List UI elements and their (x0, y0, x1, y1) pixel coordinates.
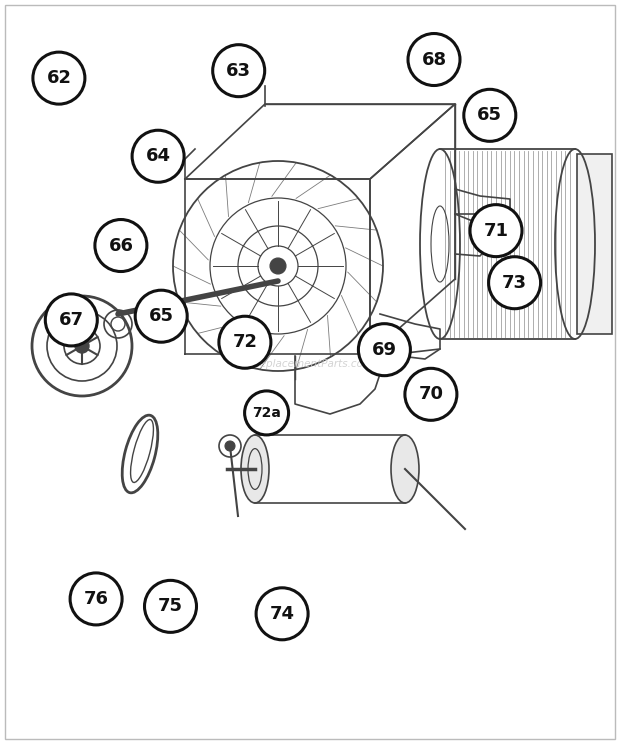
Text: 64: 64 (146, 147, 170, 165)
Circle shape (256, 588, 308, 640)
Circle shape (33, 52, 85, 104)
Text: 72: 72 (232, 333, 257, 351)
Circle shape (45, 294, 97, 346)
FancyBboxPatch shape (577, 154, 612, 334)
Ellipse shape (391, 435, 419, 503)
Circle shape (135, 290, 187, 342)
Circle shape (213, 45, 265, 97)
Text: 70: 70 (418, 385, 443, 403)
Circle shape (70, 573, 122, 625)
Text: 74: 74 (270, 605, 294, 623)
Circle shape (245, 391, 288, 435)
Ellipse shape (241, 435, 269, 503)
Text: 67: 67 (59, 311, 84, 329)
Circle shape (225, 441, 235, 451)
Circle shape (489, 257, 541, 309)
Text: 66: 66 (108, 237, 133, 254)
Text: 69: 69 (372, 341, 397, 359)
Circle shape (408, 33, 460, 86)
Text: 73: 73 (502, 274, 527, 292)
Circle shape (405, 368, 457, 420)
Text: 76: 76 (84, 590, 108, 608)
Circle shape (132, 130, 184, 182)
Circle shape (358, 324, 410, 376)
Text: 72a: 72a (252, 406, 281, 420)
Text: 75: 75 (158, 597, 183, 615)
Circle shape (470, 205, 522, 257)
Text: 71: 71 (484, 222, 508, 240)
Text: 65: 65 (477, 106, 502, 124)
Text: 65: 65 (149, 307, 174, 325)
Text: 63: 63 (226, 62, 251, 80)
Text: 62: 62 (46, 69, 71, 87)
Text: 68: 68 (422, 51, 446, 68)
Circle shape (75, 339, 89, 353)
Text: eReplacementParts.com: eReplacementParts.com (246, 359, 374, 369)
Circle shape (95, 219, 147, 272)
Circle shape (270, 258, 286, 274)
Circle shape (464, 89, 516, 141)
Circle shape (219, 316, 271, 368)
Circle shape (144, 580, 197, 632)
